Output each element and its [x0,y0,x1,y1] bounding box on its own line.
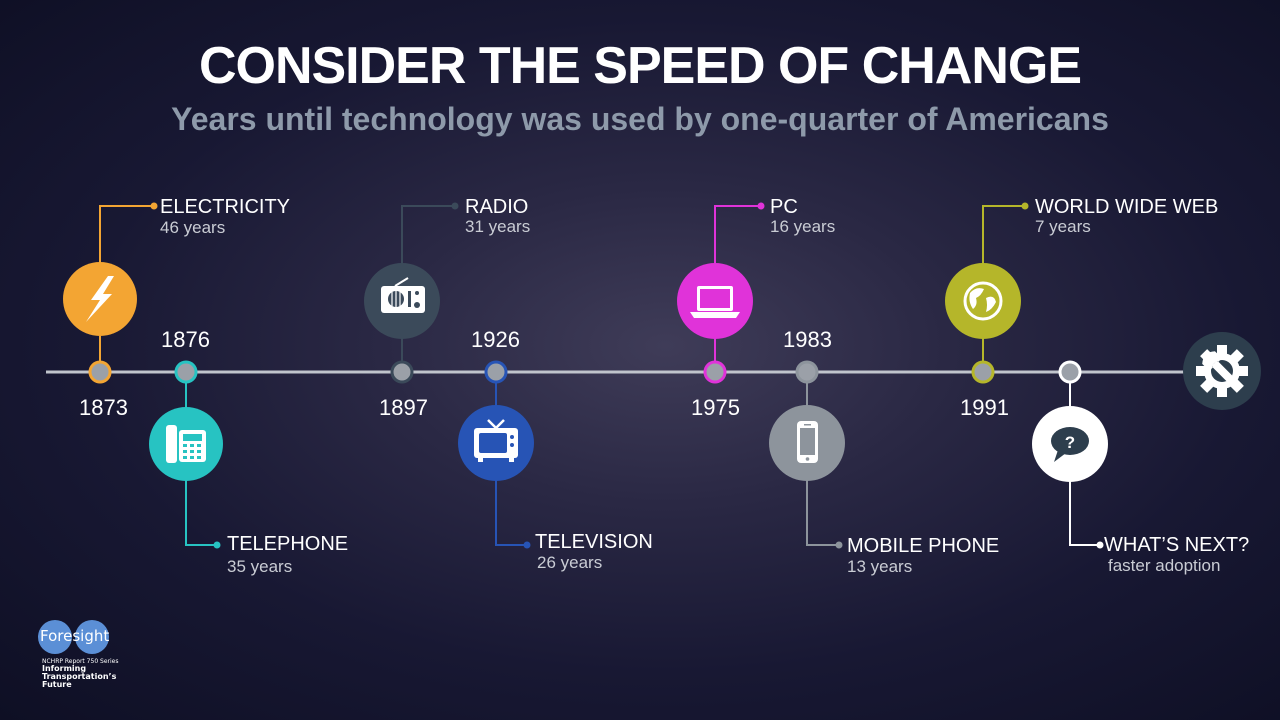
year-mobile: 1983 [783,327,832,352]
logo-word: Foresight [40,627,110,645]
television-connector [495,382,531,549]
svg-text:?: ? [1065,433,1075,452]
tech-years-electricity: 46 years [160,218,226,237]
pc-connector [714,202,765,362]
logo-tagline: Informing Transportation’s Future [42,664,117,689]
tech-label-radio: RADIO [465,196,529,218]
laptop-icon [677,263,753,339]
electricity-connector [99,202,158,362]
gear-wrench-icon [1183,332,1261,410]
year-radio: 1897 [379,395,428,420]
tech-years-pc: 16 years [770,217,836,236]
logo-series: NCHRP Report 750 Series [42,658,119,665]
tech-label-mobile: MOBILE PHONE [847,535,1000,557]
year-telephone: 1876 [161,327,210,352]
electricity-node [88,360,112,384]
tech-years-television: 26 years [537,553,603,572]
year-television: 1926 [471,327,520,352]
web-node [971,360,995,384]
next-node [1058,360,1082,384]
tech-years-radio: 31 years [465,217,531,236]
television-node [484,360,508,384]
radio-connector [401,202,459,362]
tech-years-telephone: 35 years [227,557,293,576]
tech-label-electricity: ELECTRICITY [160,196,291,218]
mobile-connector [806,382,843,549]
tech-years-mobile: 13 years [847,557,913,576]
question-bubble-icon: ? [1032,406,1108,482]
tech-label-pc: PC [770,196,798,218]
globe-icon [945,263,1021,339]
web-connector [982,202,1029,362]
lightning-icon [63,262,137,336]
telephone-node [174,360,198,384]
foresight-logo: Foresight NCHRP Report 750 Series Inform… [38,620,138,690]
logo-circles-icon [38,620,109,654]
next-connector [1069,382,1104,549]
mobile-node [795,360,819,384]
year-web: 1991 [960,395,1009,420]
telephone-connector [185,382,221,549]
smartphone-icon [769,405,845,481]
television-icon [458,405,534,481]
tech-years-web: 7 years [1035,217,1091,236]
tech-label-web: WORLD WIDE WEB [1035,196,1219,218]
telephone-icon [149,407,223,481]
tech-label-telephone: TELEPHONE [227,533,349,555]
page-title: CONSIDER THE SPEED OF CHANGE [198,37,1082,95]
tech-label-next: WHAT’S NEXT? [1104,534,1250,556]
tech-years-next: faster adoption [1108,556,1221,575]
tech-label-television: TELEVISION [535,531,653,553]
year-electricity: 1873 [79,395,128,420]
year-pc: 1975 [691,395,740,420]
radio-node [390,360,414,384]
page-subtitle: Years until technology was used by one-q… [171,101,1109,137]
pc-node [703,360,727,384]
radio-icon [364,263,440,339]
